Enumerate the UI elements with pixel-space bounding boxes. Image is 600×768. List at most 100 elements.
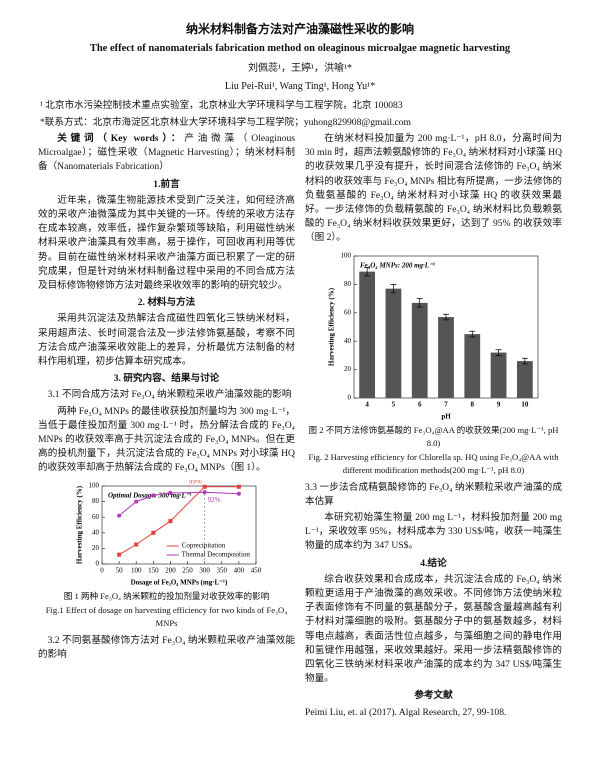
y-tick-label: 20 xyxy=(344,365,352,373)
heading: 1.前言 xyxy=(153,178,180,190)
reference: Peimi Liu, et. al (2017). Algal Research… xyxy=(305,706,507,718)
point xyxy=(202,484,207,489)
x-tick-label: 10 xyxy=(521,400,529,408)
caption: Fig.1 Effect of dosage on harvesting eff… xyxy=(45,604,288,628)
x-tick-label: 9 xyxy=(496,400,500,408)
point xyxy=(167,518,172,523)
x-tick-label: 0 xyxy=(100,566,104,574)
paragraph: 综合收获效果和合成成本，共沉淀法合成的 Fe₃O₄ 纳米颗粒更适用于产油微藻的高… xyxy=(305,573,562,685)
figure-2-chart: 0 20 40 60 80 100 Harvesting Efficiency (%) pH F… xyxy=(327,251,538,420)
y-tick-label: 80 xyxy=(344,280,352,288)
x-tick-label: 150 xyxy=(148,566,159,574)
point xyxy=(116,513,121,518)
error-bar xyxy=(495,348,502,356)
subheading: 3.1 不同合成方法对 Fe₃O₄ 纳米颗粒采收产油藻效能的影响 xyxy=(47,389,292,401)
x-tick-label: 50 xyxy=(115,566,123,574)
paragraph: 在纳米材料投加量为 200 mg·L⁻¹，pH 8.0，分离时间为 30 min… xyxy=(305,133,562,244)
bar xyxy=(516,360,533,398)
y-tick-label: 80 xyxy=(92,497,100,505)
y-axis-label: Harvesting Efficiency (%) xyxy=(327,287,335,366)
bar xyxy=(463,333,480,398)
x-tick-label: 300 xyxy=(199,566,210,574)
value-label: 92% xyxy=(207,496,220,504)
y-tick-label: 20 xyxy=(92,544,100,552)
y-tick-label: 100 xyxy=(340,251,351,259)
error-bar xyxy=(521,357,528,364)
y-tick-label: 0 xyxy=(347,393,351,401)
keywords: 产油微藻（Oleaginous Microalgae）；磁性采收（Magneti… xyxy=(38,133,295,173)
x-tick-label: 6 xyxy=(417,400,421,408)
point xyxy=(150,493,155,498)
annotation: Optimal Dosage: 300 mg·L⁻¹ xyxy=(108,491,192,499)
error-bar xyxy=(389,283,396,293)
bar xyxy=(358,271,375,398)
y-tick-label: 100 xyxy=(88,481,99,489)
point xyxy=(133,542,138,547)
plot-frame xyxy=(101,485,256,565)
x-tick-label: 450 xyxy=(250,566,261,574)
x-axis-label: pH xyxy=(441,412,451,420)
x-tick-label: 7 xyxy=(444,400,448,408)
x-tick-label: 5 xyxy=(391,400,395,408)
series-line xyxy=(118,485,239,555)
subtitle: The effect of nanomaterials fabrication … xyxy=(89,43,511,54)
annotation: Fe₃O₄ MNPs: 200 mg·L⁻¹ xyxy=(360,261,435,269)
error-bar xyxy=(442,313,449,320)
point xyxy=(150,530,155,535)
legend-label: Thermal Decomposition xyxy=(181,550,250,558)
caption: 图 2 不同方法修饰氨基酸的 Fe₃O₄@AA 的收获效果(200 mg·L⁻¹… xyxy=(308,424,559,448)
contact: *联系方式：北京市海淀区北京林业大学环境科学与工程学院；yuhong829908… xyxy=(40,117,411,128)
figure-1-chart: 0 20 40 60 80 100 Harvesting Efficiency (%) Dos… xyxy=(75,480,261,587)
legend-label: Coprecipitation xyxy=(181,541,225,549)
y-tick-label: 40 xyxy=(92,528,100,536)
caption: 图 1 两种 Fe₃O₄ 纳米颗粒的投加剂量对收获效率的影响 xyxy=(63,590,270,601)
heading: 2. 材料与方法 xyxy=(137,297,196,309)
subheading: 3.2 不同氨基酸修饰方法对 Fe₃O₄ 纳米颗粒采收产油藻效能的影响 xyxy=(38,634,295,660)
x-tick-label: 8 xyxy=(470,400,474,408)
point xyxy=(167,490,172,495)
x-tick-label: 100 xyxy=(130,566,141,574)
paragraph: 采用共沉淀法及热解法合成磁性四氧化三铁纳米材料，采用超声法、长时间混合法及一步法… xyxy=(38,313,295,368)
authors-cn: 刘佩蕊¹，王婷¹，洪喻¹* xyxy=(248,63,352,74)
error-bar xyxy=(468,330,475,337)
left-column: 关键词（Key words）：产油微藻（Oleaginous Microalga… xyxy=(38,132,295,762)
affiliation: ¹ 北京市水污染控制技术重点实验室，北京林业大学环境科学与工程学院，北京 100… xyxy=(40,100,403,111)
right-column: 在纳米材料投加量为 200 mg·L⁻¹，pH 8.0，分离时间为 30 min… xyxy=(305,132,562,762)
y-tick-label: 60 xyxy=(92,512,100,520)
x-tick-label: 350 xyxy=(216,566,227,574)
point xyxy=(116,552,121,557)
y-axis-label: Harvesting Efficiency (%) xyxy=(75,485,83,564)
x-tick-label: 4 xyxy=(365,400,369,408)
point xyxy=(236,491,241,496)
keywords-label: 关键词（Key words）： xyxy=(57,133,185,144)
point xyxy=(202,489,207,494)
bar xyxy=(437,316,454,398)
caption: Fig. 2 Harvesting efficiency for Chlorel… xyxy=(308,451,559,475)
x-axis-label: Dosage of Fe₃O₄ MNPs (mg·L⁻¹) xyxy=(130,578,227,586)
paragraph: 两种 Fe₃O₄ MNPs 的最佳收获投加剂量均为 300 mg·L⁻¹，当低于… xyxy=(38,405,295,474)
heading: 3. 研究内容、结果与讨论 xyxy=(113,373,220,385)
paragraph: 本研究初始藻生物量 200 mg L⁻¹，材料投加剂量 200 mg L⁻¹，采… xyxy=(305,512,562,552)
y-tick-label: 40 xyxy=(344,336,352,344)
heading: 参考文献 xyxy=(414,690,453,702)
value-label: 99% xyxy=(188,480,201,485)
heading: 4.结论 xyxy=(420,557,447,569)
point xyxy=(133,499,138,504)
bar xyxy=(385,288,401,398)
error-bar xyxy=(363,266,370,276)
bar xyxy=(411,302,428,398)
y-tick-label: 0 xyxy=(95,559,99,567)
y-tick-label: 60 xyxy=(344,308,352,316)
title: 纳米材料制备方法对产油藻磁性采收的影响 xyxy=(185,22,414,36)
subheading: 3.3 一步法合成精氨酸修饰的 Fe₃O₄ 纳米颗粒采收产油藻的成本估算 xyxy=(305,481,562,507)
series-line xyxy=(118,491,239,516)
x-tick-label: 200 xyxy=(165,566,176,574)
authors-en: Liu Pei-Rui¹, Wang Ting¹, Hong Yu¹* xyxy=(224,81,376,92)
x-tick-label: 250 xyxy=(182,566,193,574)
point xyxy=(236,484,241,489)
x-tick-label: 400 xyxy=(233,566,244,574)
bar xyxy=(490,352,506,398)
error-bar xyxy=(416,297,423,308)
paragraph: 近年来，微藻生物能源技术受到广泛关注，如何经济高效的采收产油微藻成为其中关键的一… xyxy=(38,194,295,292)
